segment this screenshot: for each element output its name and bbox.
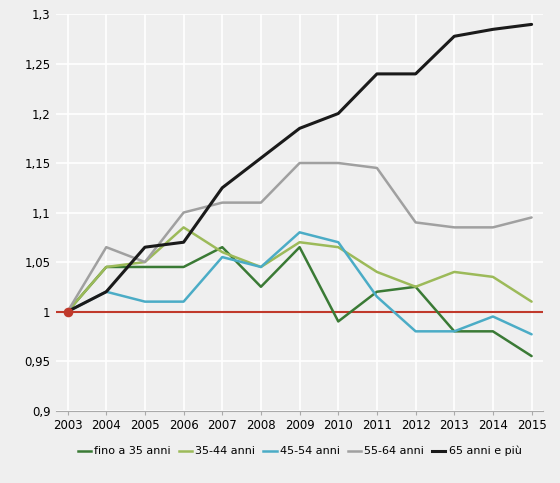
55-64 anni [142, 259, 148, 265]
fino a 35 anni [374, 289, 380, 295]
35-44 anni [451, 269, 458, 275]
35-44 anni [374, 269, 380, 275]
Point [63, 308, 72, 315]
fino a 35 anni [64, 309, 71, 314]
fino a 35 anni [451, 328, 458, 334]
65 anni e più [180, 239, 187, 245]
Line: 55-64 anni: 55-64 anni [68, 163, 531, 312]
55-64 anni [296, 160, 303, 166]
55-64 anni [412, 219, 419, 225]
45-54 anni [64, 309, 71, 314]
55-64 anni [451, 225, 458, 230]
Line: 45-54 anni: 45-54 anni [68, 232, 531, 334]
fino a 35 anni [335, 319, 342, 325]
45-54 anni [142, 298, 148, 304]
fino a 35 anni [489, 328, 496, 334]
45-54 anni [489, 313, 496, 319]
65 anni e più [412, 71, 419, 77]
45-54 anni [219, 254, 226, 260]
35-44 anni [296, 239, 303, 245]
55-64 anni [528, 214, 535, 220]
35-44 anni [258, 264, 264, 270]
35-44 anni [528, 298, 535, 304]
35-44 anni [412, 284, 419, 290]
45-54 anni [103, 289, 110, 295]
45-54 anni [258, 264, 264, 270]
35-44 anni [489, 274, 496, 280]
35-44 anni [219, 249, 226, 255]
fino a 35 anni [258, 284, 264, 290]
45-54 anni [335, 239, 342, 245]
Line: fino a 35 anni: fino a 35 anni [68, 247, 531, 356]
65 anni e più [296, 126, 303, 131]
65 anni e più [142, 244, 148, 250]
65 anni e più [219, 185, 226, 191]
35-44 anni [64, 309, 71, 314]
65 anni e più [489, 27, 496, 32]
fino a 35 anni [412, 284, 419, 290]
fino a 35 anni [180, 264, 187, 270]
45-54 anni [412, 328, 419, 334]
Line: 35-44 anni: 35-44 anni [68, 227, 531, 312]
65 anni e più [335, 111, 342, 116]
Legend: fino a 35 anni, 35-44 anni, 45-54 anni, 55-64 anni, 65 anni e più: fino a 35 anni, 35-44 anni, 45-54 anni, … [78, 446, 521, 456]
55-64 anni [489, 225, 496, 230]
65 anni e più [258, 155, 264, 161]
65 anni e più [374, 71, 380, 77]
55-64 anni [64, 309, 71, 314]
45-54 anni [296, 229, 303, 235]
Line: 65 anni e più: 65 anni e più [68, 25, 531, 312]
65 anni e più [451, 33, 458, 39]
35-44 anni [335, 244, 342, 250]
35-44 anni [180, 225, 187, 230]
fino a 35 anni [103, 264, 110, 270]
45-54 anni [528, 331, 535, 337]
55-64 anni [219, 199, 226, 205]
55-64 anni [258, 199, 264, 205]
fino a 35 anni [219, 244, 226, 250]
55-64 anni [180, 210, 187, 215]
fino a 35 anni [296, 244, 303, 250]
35-44 anni [142, 259, 148, 265]
fino a 35 anni [528, 353, 535, 359]
45-54 anni [374, 294, 380, 299]
55-64 anni [335, 160, 342, 166]
55-64 anni [374, 165, 380, 171]
55-64 anni [103, 244, 110, 250]
65 anni e più [528, 22, 535, 28]
45-54 anni [451, 328, 458, 334]
45-54 anni [180, 298, 187, 304]
fino a 35 anni [142, 264, 148, 270]
65 anni e più [103, 289, 110, 295]
65 anni e più [64, 309, 71, 314]
35-44 anni [103, 264, 110, 270]
